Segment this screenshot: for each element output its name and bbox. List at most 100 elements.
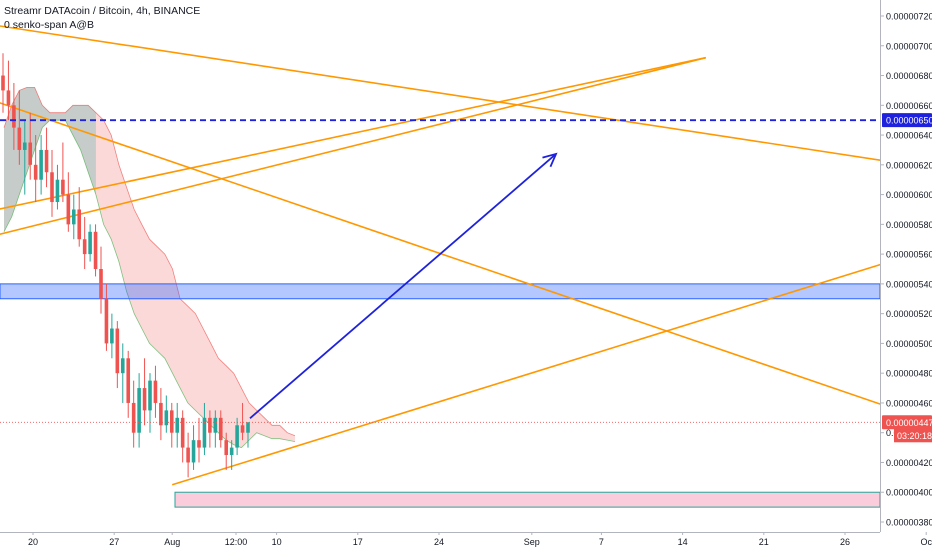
candle-body	[164, 410, 169, 426]
trendline-3[interactable]	[0, 56, 706, 254]
countdown-timer: 03:20:18	[897, 431, 932, 441]
indicator-label: 0 senko-span A@B	[4, 19, 95, 31]
candle-body	[240, 425, 245, 433]
zones-layer	[0, 283, 881, 508]
candle-body	[1, 75, 5, 91]
time-tick-label: Aug	[164, 537, 180, 547]
senkou-span-a-line	[3, 87, 296, 437]
candle-body	[71, 209, 76, 225]
price-tick-label: 0.00000460	[886, 398, 932, 408]
countdown-bg	[894, 428, 932, 443]
price-tick-label: 0.00000480	[886, 369, 932, 379]
candle-body	[131, 402, 136, 433]
price-tick-label: 0.00000600	[886, 190, 932, 200]
candle-body	[191, 440, 196, 463]
candle-body	[208, 417, 212, 433]
candle-body	[6, 90, 11, 106]
candle-body	[110, 328, 114, 344]
candle-body	[88, 231, 92, 255]
symbol-title: Streamr DATAcoin / Bitcoin, 4h, BINANCE	[4, 5, 201, 17]
price-tick-label: 0.00000640	[886, 131, 932, 141]
candle-body	[28, 142, 33, 165]
candle-body	[142, 388, 147, 411]
time-tick-label: 17	[353, 537, 363, 547]
candle-body	[66, 194, 71, 225]
time-tick-label: Oc	[920, 537, 932, 547]
price-tick-label: 0.00000580	[886, 220, 932, 230]
candle-body	[99, 269, 103, 299]
candles-layer	[1, 53, 250, 478]
price-tick-label: 0.00000700	[886, 41, 932, 51]
zone-rect-1[interactable]	[174, 491, 881, 508]
candle-body	[44, 149, 49, 173]
time-tick-label: 26	[840, 537, 850, 547]
time-tick-label: 12:00	[225, 537, 248, 547]
candle-body	[218, 417, 223, 441]
candle-body	[55, 179, 60, 203]
candle-body	[39, 149, 43, 180]
price-axis-bg	[880, 0, 932, 550]
price-tick-label: 0.00000560	[886, 250, 932, 260]
trendline-5[interactable]	[171, 247, 932, 486]
candle-body	[229, 447, 234, 456]
time-tick-label: Sep	[524, 537, 540, 547]
candle-body	[93, 231, 98, 269]
price-tick-label: 0.00000400	[886, 488, 932, 498]
projection-arrow-shaft[interactable]	[249, 153, 557, 419]
time-tick-label: 21	[759, 537, 769, 547]
zone-rect-0[interactable]	[0, 283, 881, 300]
candle-body	[148, 380, 152, 411]
cloud-fill-bullish	[4, 87, 96, 232]
candle-body	[180, 417, 185, 448]
projection-arrowhead	[542, 152, 558, 168]
candle-body	[169, 410, 174, 433]
candle-body	[186, 447, 190, 463]
candle-body	[175, 417, 180, 433]
price-tick-label: 0.00000660	[886, 101, 932, 111]
price-tick-label: 0.00000420	[886, 458, 932, 468]
candle-body	[126, 358, 131, 403]
price-label-bg	[882, 113, 932, 128]
price-tick-label: 0.00000380	[886, 518, 932, 528]
candle-body	[61, 179, 65, 195]
candle-body	[246, 422, 250, 433]
time-axis-bg	[0, 532, 880, 550]
trendline-2[interactable]	[0, 56, 706, 287]
candle-body	[137, 388, 141, 433]
candle-body	[50, 172, 54, 203]
candle-body	[77, 209, 82, 240]
candle-body	[197, 440, 201, 448]
candle-body	[115, 328, 120, 374]
price-lines-layer	[0, 119, 880, 423]
price-tick-label: 0.00000680	[886, 71, 932, 81]
price-label-text: 0.00000650	[886, 116, 932, 126]
candle-body	[82, 239, 87, 255]
candle-body	[213, 417, 218, 433]
candle-body	[235, 425, 239, 448]
time-tick-label: 20	[28, 537, 38, 547]
trendline-4[interactable]	[0, 16, 892, 163]
candle-body	[224, 440, 229, 456]
time-tick-label: 24	[434, 537, 444, 547]
candle-body	[104, 298, 109, 344]
trendlines-layer[interactable]	[0, 16, 932, 486]
time-tick-label: 10	[272, 537, 282, 547]
time-tick-label: 7	[599, 537, 604, 547]
candle-body	[33, 164, 38, 180]
candle-body	[17, 127, 22, 150]
trendline-1[interactable]	[0, 31, 921, 419]
candle-body	[153, 380, 158, 403]
candle-body	[120, 358, 125, 374]
price-label-text: 0.00000447	[886, 418, 932, 428]
candle-body	[159, 402, 163, 426]
price-tick-label: 0.00000620	[886, 160, 932, 170]
price-tick-label: 0.00000720	[886, 12, 932, 22]
candle-body	[202, 417, 207, 448]
price-axis[interactable]: 0.000003800.000004000.000004200.00000440…	[880, 0, 932, 550]
time-axis[interactable]: 20 27 Aug 12:00 10 17 24 Sep 7 14 21 26 Oc	[0, 532, 932, 550]
cloud-fill-bearish	[4, 87, 295, 448]
time-tick-label: 27	[109, 537, 119, 547]
